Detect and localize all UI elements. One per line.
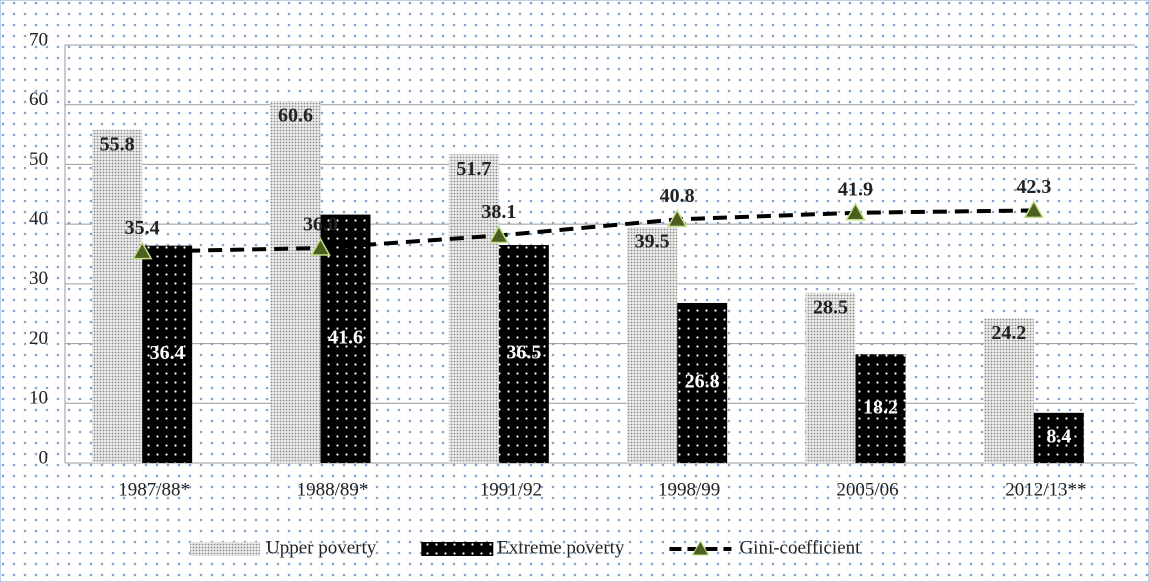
bar	[805, 292, 856, 463]
y-tick-label: 10	[29, 388, 48, 409]
bar	[270, 101, 321, 463]
y-tick-label: 60	[29, 89, 48, 110]
plot-area	[65, 45, 1135, 463]
legend-label: Upper poverty	[266, 537, 377, 558]
bar	[92, 129, 143, 463]
y-tick-label: 50	[29, 149, 48, 170]
data-label: 51.7	[456, 158, 491, 180]
bar	[627, 227, 678, 463]
legend-item: Gini-coefficient	[669, 537, 861, 558]
data-label: 42.3	[1016, 176, 1051, 198]
legend-item: Upper poverty	[190, 537, 377, 558]
marker	[310, 237, 331, 256]
bar	[448, 154, 499, 463]
marker	[666, 208, 688, 228]
data-label: 26.8	[685, 371, 720, 393]
y-tick-label: 0	[39, 447, 49, 468]
legend-label: Extreme poverty	[497, 537, 625, 558]
bar	[142, 245, 193, 463]
data-label: 60.6	[278, 105, 313, 127]
data-label: 28.5	[813, 296, 848, 318]
y-tick-label: 30	[29, 268, 48, 289]
data-label: 41.6	[328, 326, 363, 348]
y-tick-label: 40	[29, 209, 48, 230]
data-label: 40.8	[660, 185, 695, 207]
y-tick-label: 20	[29, 328, 48, 349]
data-label: 41.9	[838, 178, 873, 200]
marker	[1023, 199, 1045, 219]
data-label: 36.5	[506, 342, 541, 364]
legend-label: Gini-coefficient	[739, 537, 861, 558]
data-label: 38.1	[481, 201, 516, 223]
x-tick-label: 1991/92	[480, 479, 542, 500]
marker	[845, 202, 866, 221]
x-tick-label: 2005/06	[836, 479, 898, 500]
marker	[488, 224, 510, 244]
x-tick-label: 2012/13**	[1005, 479, 1086, 500]
data-label: 24.2	[991, 322, 1026, 344]
data-label: 8.4	[1046, 426, 1071, 448]
data-label: 18.2	[863, 396, 898, 418]
bar	[677, 302, 728, 463]
x-tick-label: 1987/88*	[118, 479, 190, 500]
marker	[131, 241, 153, 260]
line	[142, 208, 1034, 254]
bar	[320, 214, 371, 463]
legend-swatch	[190, 542, 260, 556]
x-tick-label: 1998/99	[658, 479, 720, 500]
bar	[498, 245, 549, 463]
bar	[983, 318, 1034, 463]
bar	[1033, 412, 1084, 463]
bar	[855, 354, 906, 463]
legend-swatch	[421, 542, 494, 556]
legend-item: Extreme poverty	[421, 537, 625, 558]
data-label: 39.5	[635, 231, 670, 253]
data-label: 36.0	[303, 214, 338, 236]
y-tick-label: 70	[29, 29, 48, 50]
data-label: 55.8	[100, 133, 135, 155]
data-label: 36.4	[150, 342, 185, 364]
legend-marker	[691, 539, 710, 556]
x-tick-label: 1988/89*	[297, 479, 369, 500]
data-label: 35.4	[125, 217, 160, 239]
